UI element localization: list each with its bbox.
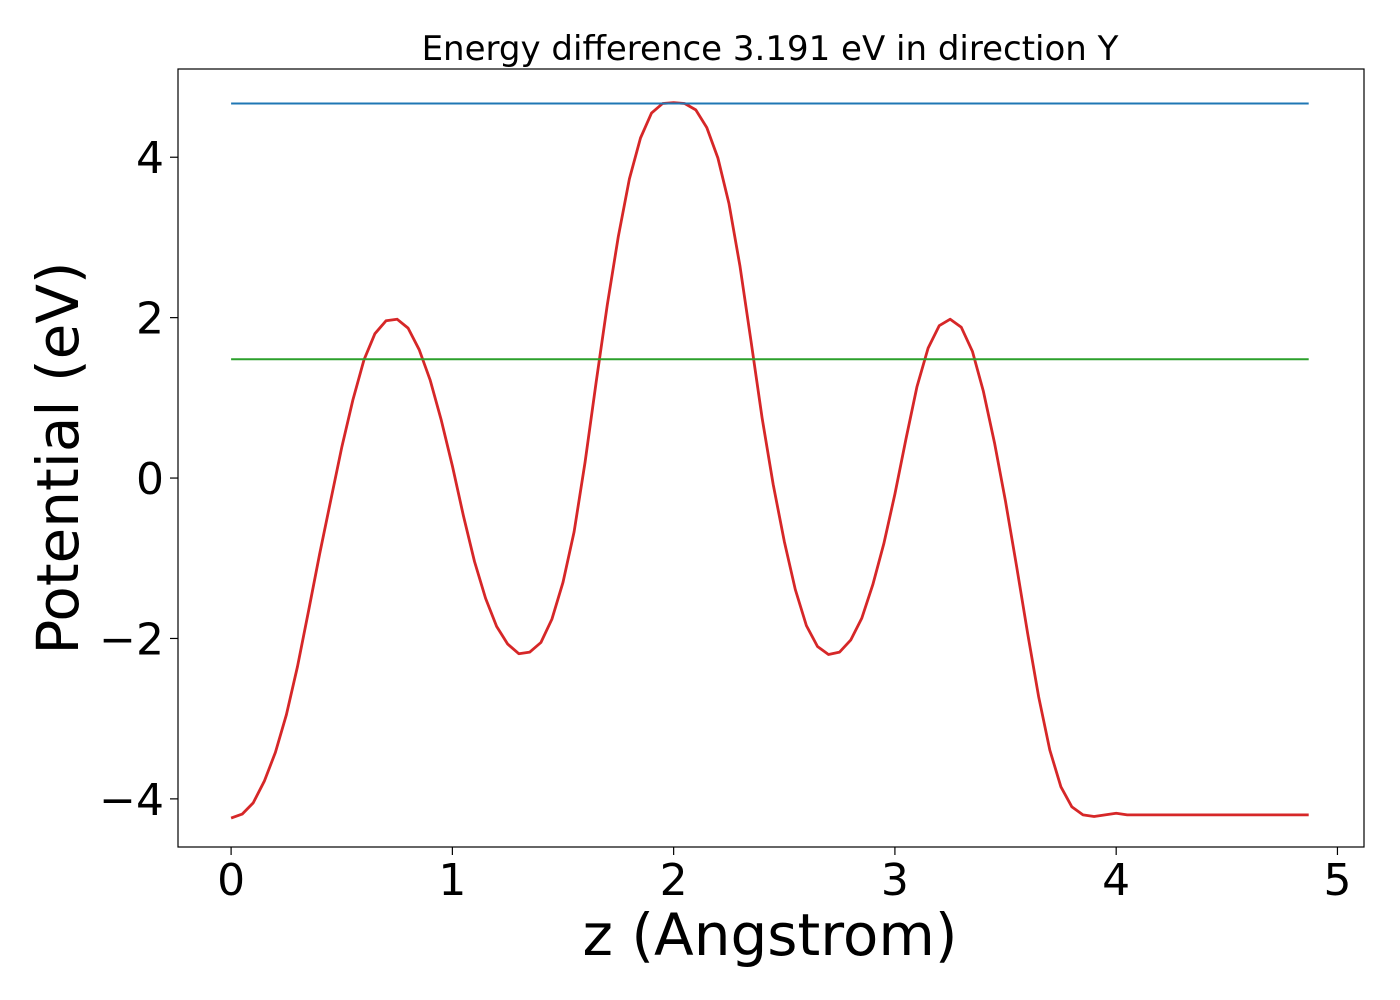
x-axis-label: z (Angstrom) [583, 901, 958, 969]
y-tick-label: −2 [99, 614, 164, 665]
x-tick-label: 5 [1323, 855, 1351, 906]
plot-frame [177, 68, 1365, 848]
x-axis-ticks: 0 1 2 3 4 5 [217, 847, 1351, 906]
series-layer [230, 101, 1309, 820]
y-tick-label: −4 [99, 775, 164, 826]
series-line-0 [230, 101, 1309, 820]
y-tick-label: 4 [136, 133, 164, 184]
x-tick-label: 1 [438, 855, 466, 906]
y-axis-ticks: −4 −2 0 2 4 [99, 133, 178, 826]
y-axis-label: Potential (eV) [24, 261, 92, 654]
x-tick-label: 2 [660, 855, 688, 906]
y-tick-label: 0 [136, 454, 164, 505]
chart-title: Energy difference 3.191 eV in direction … [422, 29, 1119, 69]
x-tick-label: 4 [1102, 855, 1130, 906]
x-tick-label: 0 [217, 855, 245, 906]
x-tick-label: 3 [881, 855, 909, 906]
y-tick-label: 2 [136, 294, 164, 345]
